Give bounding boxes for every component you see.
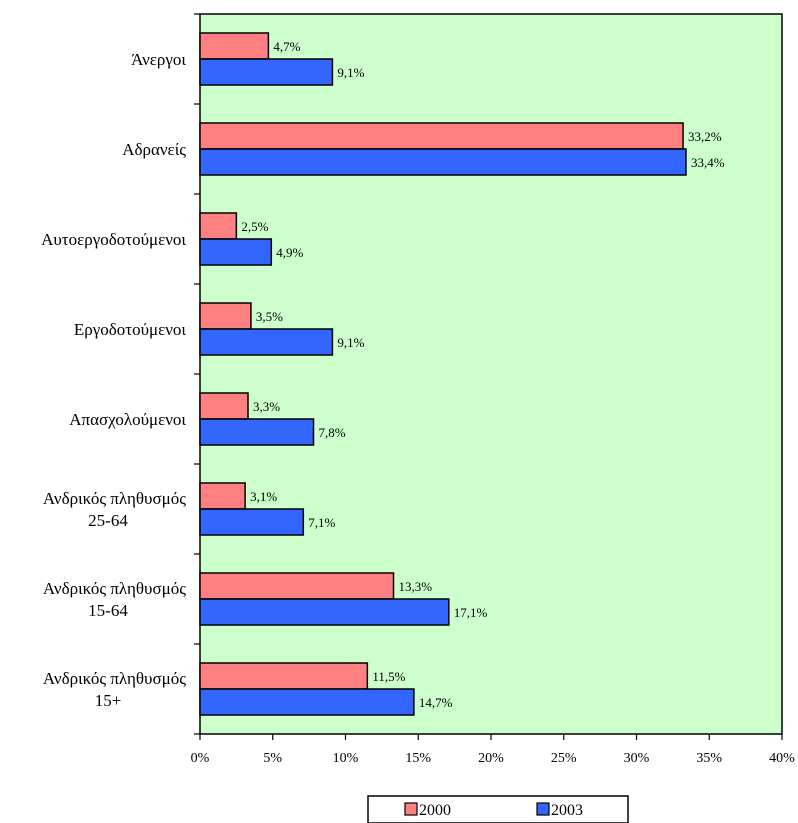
data-label-2000-6: 13,3% <box>399 579 433 594</box>
x-tick-label-8: 40% <box>769 751 795 766</box>
category-label-4: Απασχολούμενοι <box>69 410 186 429</box>
plot-area <box>199 13 783 735</box>
x-tick-label-0: 0% <box>191 751 210 766</box>
legend-label-2003: 2003 <box>551 802 583 819</box>
x-tick-label-7: 35% <box>696 751 722 766</box>
data-label-2003-0: 9,1% <box>337 65 364 80</box>
data-label-2000-7: 11,5% <box>372 669 405 684</box>
bar-2003-7 <box>199 688 415 716</box>
x-tick-label-6: 30% <box>624 751 650 766</box>
category-label-1: Αδρανείς <box>122 140 186 159</box>
data-label-2003-5: 7,1% <box>308 515 335 530</box>
bar-2003-3 <box>199 328 334 356</box>
data-label-2003-1: 33,4% <box>691 155 725 170</box>
legend-swatch-2000 <box>404 802 418 816</box>
x-tick-label-4: 20% <box>478 751 504 766</box>
bar-2000-7 <box>199 662 369 690</box>
category-label-3: Εργοδοτούμενοι <box>74 320 187 339</box>
legend: 2000 2003 <box>367 795 629 823</box>
bar-2003-2 <box>199 238 273 266</box>
bar-2003-0 <box>199 58 334 86</box>
category-label-7: Ανδρικός πληθυσμός 15+ <box>43 669 186 710</box>
data-label-2003-7: 14,7% <box>419 695 453 710</box>
data-label-2000-2: 2,5% <box>241 219 268 234</box>
data-label-2003-4: 7,8% <box>318 425 345 440</box>
data-label-2000-3: 3,5% <box>256 309 283 324</box>
data-label-2003-2: 4,9% <box>276 245 303 260</box>
data-label-2000-4: 3,3% <box>253 399 280 414</box>
category-label-0: Άνεργοι <box>131 50 186 69</box>
bar-2000-6 <box>199 572 395 600</box>
bar-2000-1 <box>199 122 684 150</box>
data-label-2000-1: 33,2% <box>688 129 722 144</box>
bar-2003-5 <box>199 508 305 536</box>
bars-group: 4,7% 9,1% 33,2% 33,4% 2,5% 4,9% 3,5% 9,1% 3,3% 7,… <box>199 32 725 716</box>
data-label-2003-6: 17,1% <box>454 605 488 620</box>
bar-2000-3 <box>199 302 252 330</box>
legend-swatch-2003 <box>536 802 550 816</box>
x-tick-label-1: 5% <box>263 751 282 766</box>
data-label-2000-5: 3,1% <box>250 489 277 504</box>
bar-2003-4 <box>199 418 315 446</box>
data-label-2000-0: 4,7% <box>273 39 300 54</box>
x-tick-label-3: 15% <box>405 751 431 766</box>
bar-2000-5 <box>199 482 246 510</box>
bar-2000-0 <box>199 32 270 60</box>
bar-2000-2 <box>199 212 238 240</box>
legend-label-2000: 2000 <box>419 802 451 819</box>
x-tick-label-5: 25% <box>551 751 577 766</box>
axes-group: Άνεργοι Αδρανείς Αυτοεργοδοτούμενοι Εργοδοτ… <box>41 13 795 766</box>
bar-2000-4 <box>199 392 249 420</box>
data-label-2003-3: 9,1% <box>337 335 364 350</box>
bar-2003-1 <box>199 148 687 176</box>
category-label-5: Ανδρικός πληθυσμός 25-64 <box>43 489 186 530</box>
category-label-6: Ανδρικός πληθυσμός 15-64 <box>43 579 186 620</box>
category-label-2: Αυτοεργοδοτούμενοι <box>41 230 186 249</box>
bar-2003-6 <box>199 598 450 626</box>
x-tick-label-2: 10% <box>333 751 359 766</box>
